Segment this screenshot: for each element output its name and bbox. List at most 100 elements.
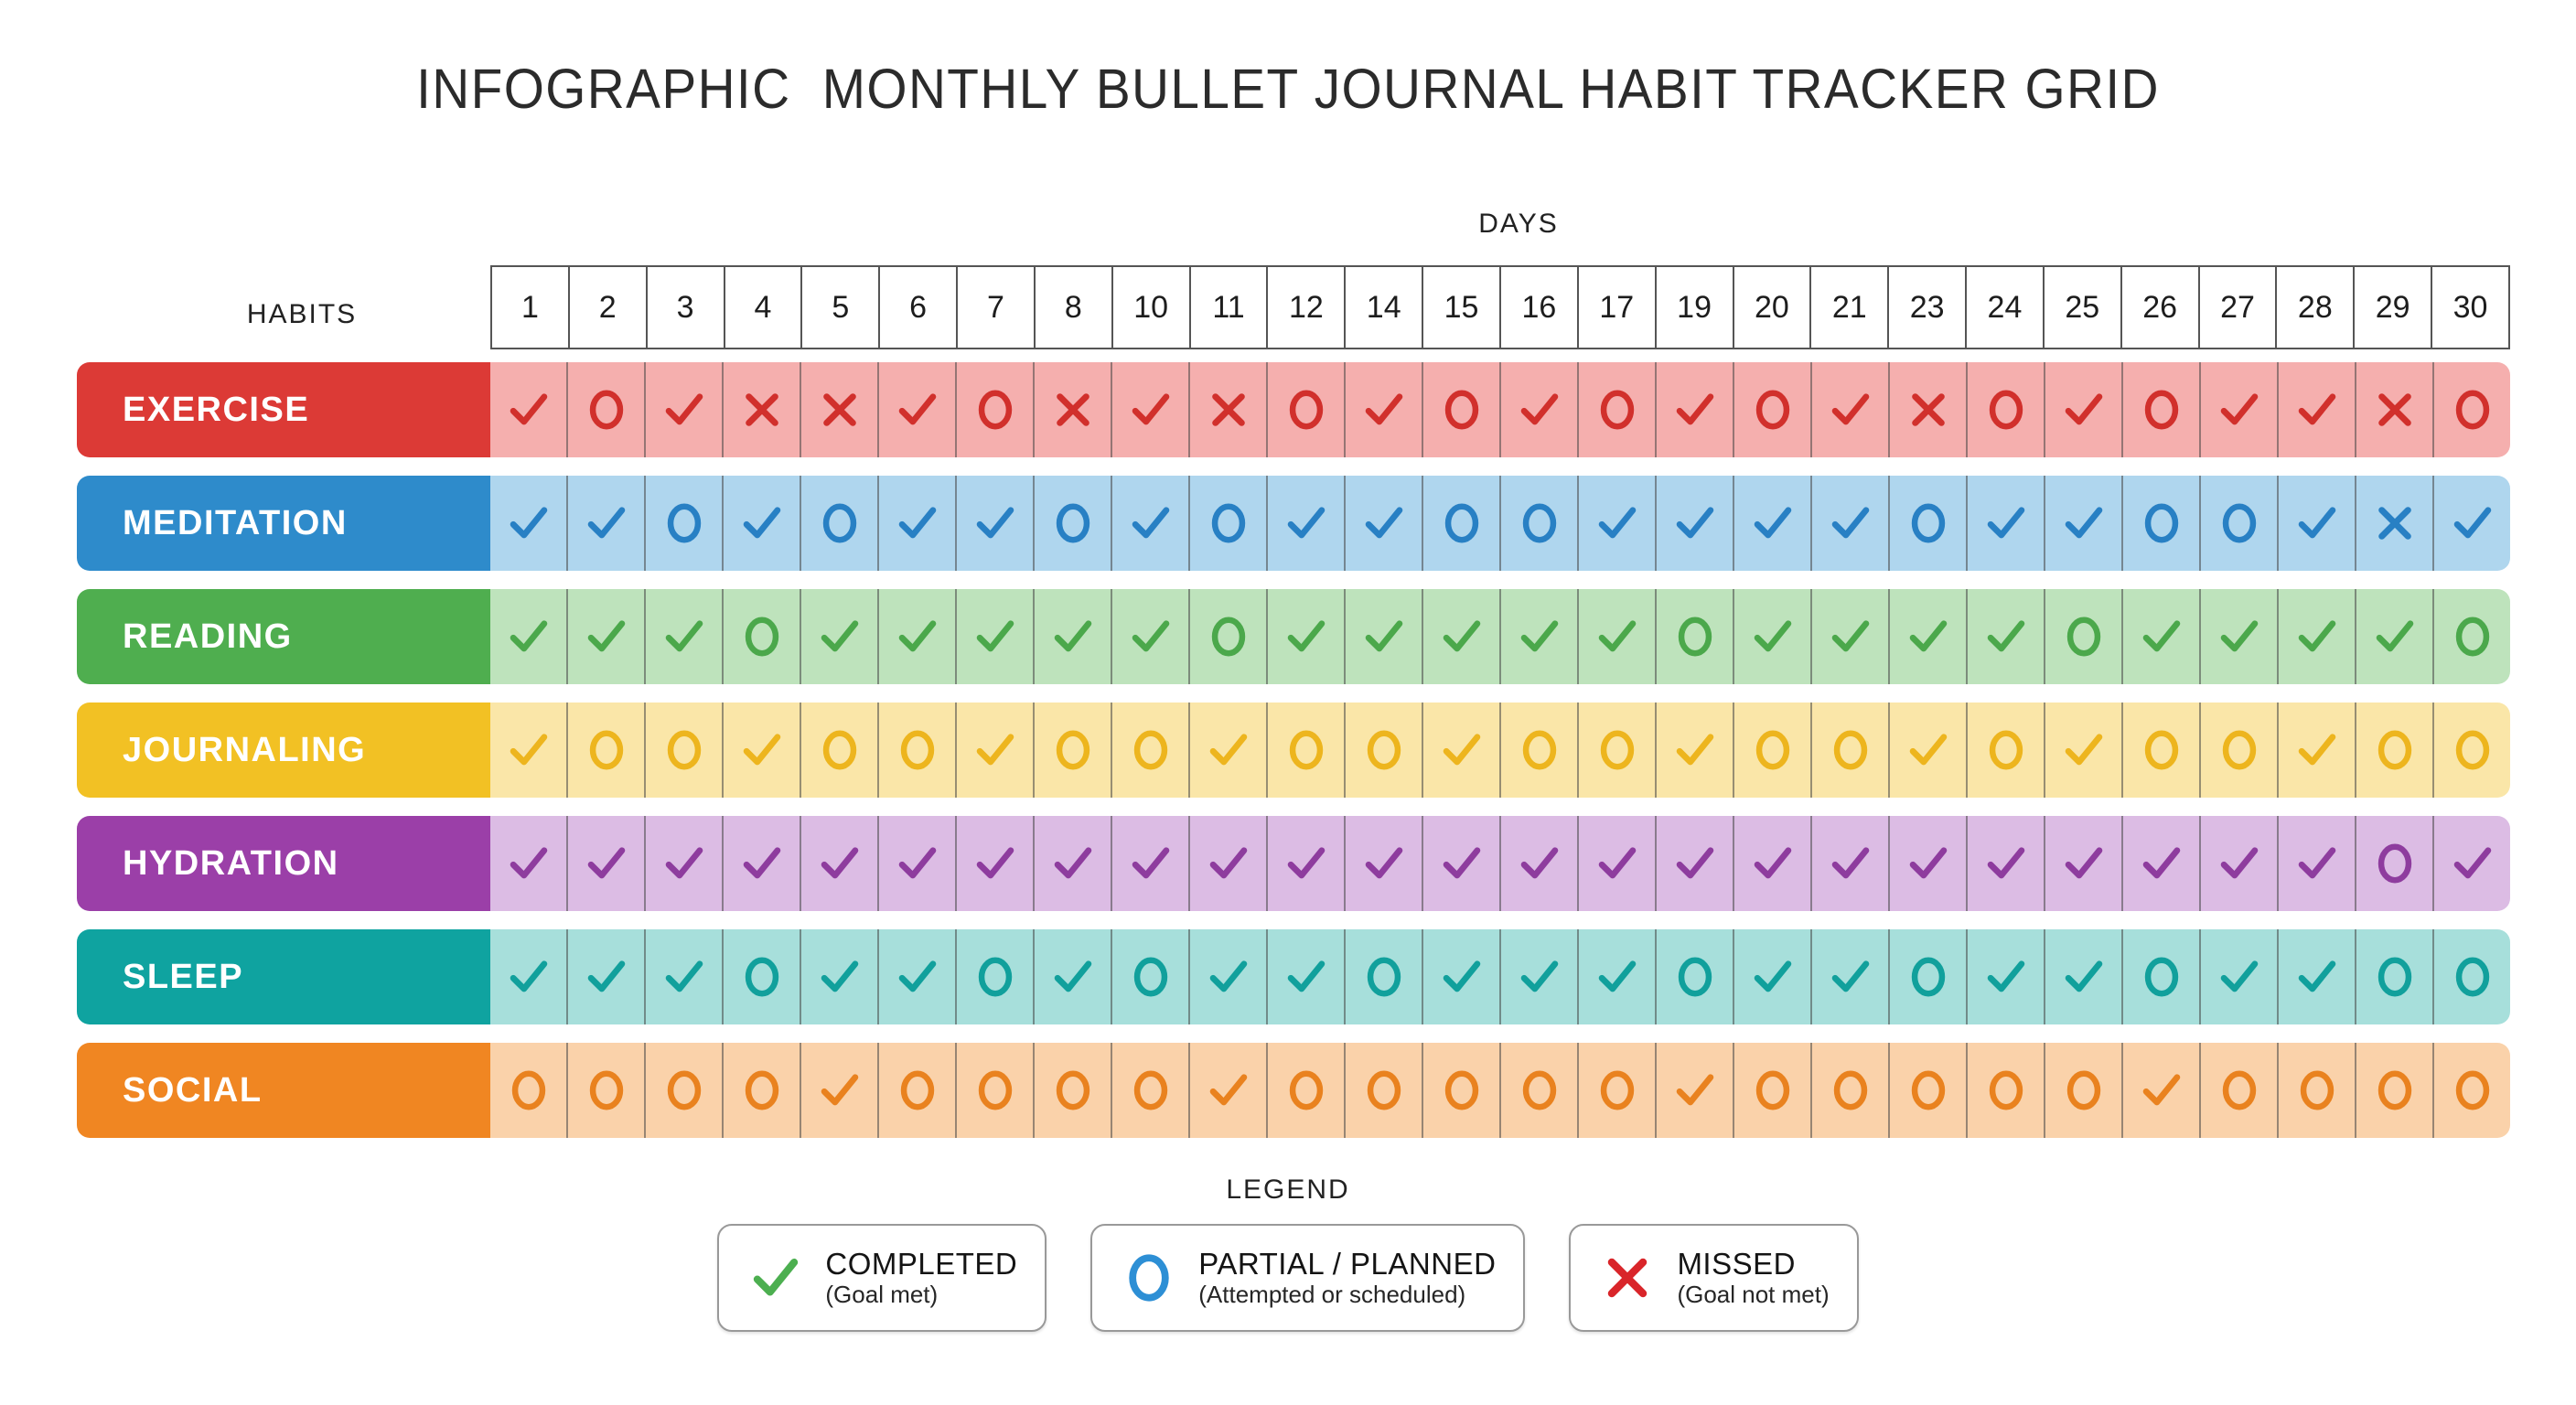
habit-cell[interactable]: [1423, 476, 1501, 571]
habit-cell[interactable]: [1190, 476, 1268, 571]
habit-cell[interactable]: [879, 816, 957, 911]
habit-cell[interactable]: [568, 816, 646, 911]
habit-cell[interactable]: [957, 929, 1035, 1024]
habit-cell[interactable]: [879, 362, 957, 457]
habit-cell[interactable]: [646, 816, 724, 911]
habit-cell[interactable]: [568, 1043, 646, 1138]
habit-cell[interactable]: [724, 1043, 801, 1138]
habit-cell[interactable]: [2434, 1043, 2510, 1138]
habit-cell[interactable]: [1968, 589, 2045, 684]
habit-cell[interactable]: [1346, 702, 1423, 798]
habit-cell[interactable]: [1734, 816, 1812, 911]
habit-cell[interactable]: [2279, 362, 2356, 457]
habit-cell[interactable]: [2279, 589, 2356, 684]
habit-cell[interactable]: [2123, 476, 2201, 571]
habit-cell[interactable]: [1268, 362, 1346, 457]
habit-cell[interactable]: [2201, 476, 2279, 571]
habit-cell[interactable]: [2201, 1043, 2279, 1138]
habit-cell[interactable]: [1890, 702, 1968, 798]
habit-cell[interactable]: [1890, 589, 1968, 684]
habit-cell[interactable]: [646, 1043, 724, 1138]
habit-cell[interactable]: [801, 362, 879, 457]
habit-cell[interactable]: [1346, 816, 1423, 911]
habit-cell[interactable]: [1579, 1043, 1657, 1138]
habit-cell[interactable]: [646, 362, 724, 457]
habit-cell[interactable]: [1812, 476, 1890, 571]
habit-cell[interactable]: [879, 702, 957, 798]
habit-cell[interactable]: [879, 929, 957, 1024]
habit-cell[interactable]: [1812, 702, 1890, 798]
habit-cell[interactable]: [2045, 362, 2123, 457]
habit-cell[interactable]: [1035, 476, 1112, 571]
habit-cell[interactable]: [2123, 362, 2201, 457]
habit-cell[interactable]: [1734, 929, 1812, 1024]
habit-cell[interactable]: [879, 1043, 957, 1138]
habit-cell[interactable]: [1423, 702, 1501, 798]
habit-cell[interactable]: [1657, 362, 1734, 457]
habit-cell[interactable]: [2434, 929, 2510, 1024]
habit-cell[interactable]: [1968, 362, 2045, 457]
habit-cell[interactable]: [2201, 589, 2279, 684]
habit-cell[interactable]: [1268, 929, 1346, 1024]
habit-cell[interactable]: [2356, 929, 2434, 1024]
habit-cell[interactable]: [1112, 929, 1190, 1024]
habit-cell[interactable]: [1112, 816, 1190, 911]
habit-cell[interactable]: [568, 362, 646, 457]
habit-cell[interactable]: [1112, 476, 1190, 571]
habit-cell[interactable]: [2279, 1043, 2356, 1138]
habit-cell[interactable]: [2201, 362, 2279, 457]
habit-cell[interactable]: [1423, 1043, 1501, 1138]
habit-cell[interactable]: [1268, 476, 1346, 571]
habit-cell[interactable]: [1346, 1043, 1423, 1138]
habit-cell[interactable]: [879, 589, 957, 684]
habit-cell[interactable]: [2201, 929, 2279, 1024]
habit-cell[interactable]: [1657, 816, 1734, 911]
habit-cell[interactable]: [2201, 816, 2279, 911]
habit-cell[interactable]: [2045, 1043, 2123, 1138]
habit-cell[interactable]: [568, 929, 646, 1024]
habit-cell[interactable]: [801, 589, 879, 684]
habit-cell[interactable]: [2356, 589, 2434, 684]
habit-cell[interactable]: [2434, 476, 2510, 571]
habit-cell[interactable]: [1968, 1043, 2045, 1138]
habit-cell[interactable]: [1501, 702, 1579, 798]
habit-cell[interactable]: [1035, 1043, 1112, 1138]
habit-cell[interactable]: [1112, 1043, 1190, 1138]
habit-cell[interactable]: [1579, 929, 1657, 1024]
habit-cell[interactable]: [879, 476, 957, 571]
habit-cell[interactable]: [1268, 589, 1346, 684]
habit-cell[interactable]: [957, 589, 1035, 684]
habit-cell[interactable]: [1346, 476, 1423, 571]
habit-cell[interactable]: [1190, 702, 1268, 798]
habit-cell[interactable]: [1423, 362, 1501, 457]
habit-cell[interactable]: [1734, 362, 1812, 457]
habit-cell[interactable]: [646, 476, 724, 571]
habit-cell[interactable]: [490, 476, 568, 571]
habit-cell[interactable]: [2045, 476, 2123, 571]
habit-cell[interactable]: [2356, 362, 2434, 457]
habit-cell[interactable]: [2045, 929, 2123, 1024]
habit-cell[interactable]: [1268, 1043, 1346, 1138]
habit-cell[interactable]: [1734, 1043, 1812, 1138]
habit-cell[interactable]: [646, 929, 724, 1024]
habit-cell[interactable]: [2279, 929, 2356, 1024]
habit-cell[interactable]: [1579, 589, 1657, 684]
habit-cell[interactable]: [1190, 362, 1268, 457]
habit-cell[interactable]: [1035, 702, 1112, 798]
habit-cell[interactable]: [2434, 362, 2510, 457]
habit-cell[interactable]: [1112, 362, 1190, 457]
habit-cell[interactable]: [1812, 929, 1890, 1024]
habit-cell[interactable]: [2045, 589, 2123, 684]
habit-cell[interactable]: [957, 816, 1035, 911]
habit-cell[interactable]: [1346, 362, 1423, 457]
habit-cell[interactable]: [2201, 702, 2279, 798]
habit-cell[interactable]: [2045, 702, 2123, 798]
habit-cell[interactable]: [2045, 816, 2123, 911]
habit-cell[interactable]: [568, 589, 646, 684]
habit-cell[interactable]: [646, 702, 724, 798]
habit-cell[interactable]: [2279, 702, 2356, 798]
habit-cell[interactable]: [1501, 362, 1579, 457]
habit-cell[interactable]: [1501, 476, 1579, 571]
habit-cell[interactable]: [801, 816, 879, 911]
habit-cell[interactable]: [1579, 702, 1657, 798]
